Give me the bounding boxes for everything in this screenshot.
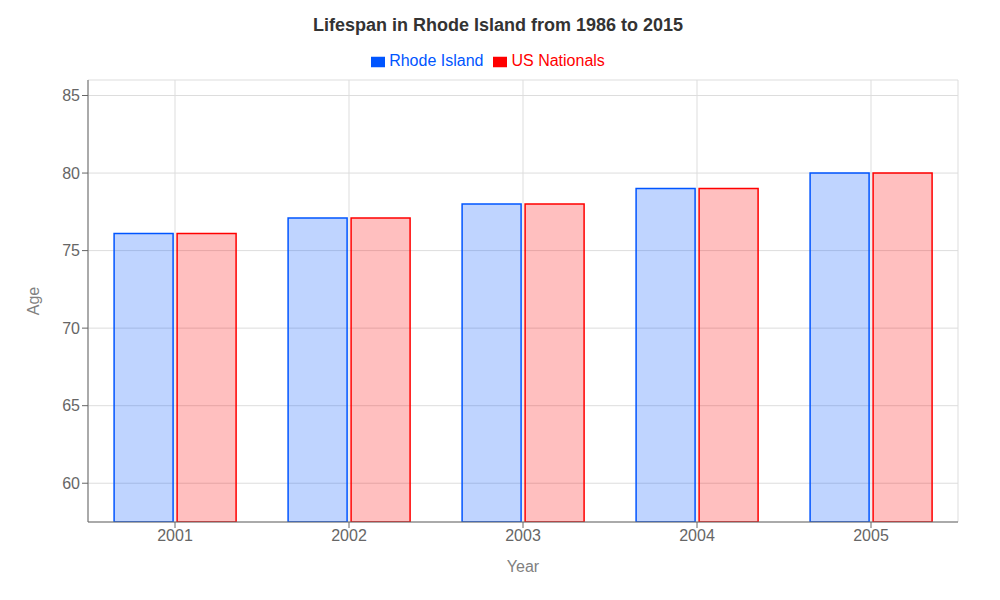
- html-text:Rhode Island: Rhode Island: [389, 52, 484, 69]
- html-text:Lifespan in Rhode Island from: Lifespan in Rhode Island from 1986 to 20…: [312, 15, 683, 35]
- svg-text:60: 60: [62, 475, 80, 492]
- svg-text:2002: 2002: [331, 527, 367, 544]
- html-text:US Nationals: US Nationals: [511, 52, 605, 69]
- svg-text:Year: Year: [507, 558, 540, 575]
- svg-text:65: 65: [62, 397, 80, 414]
- svg-text:85: 85: [62, 87, 80, 104]
- svg-text:2005: 2005: [853, 527, 889, 544]
- svg-text:2003: 2003: [505, 527, 541, 544]
- svg-text:75: 75: [62, 242, 80, 259]
- svg-text:Age: Age: [25, 287, 42, 316]
- svg-text:80: 80: [62, 165, 80, 182]
- svg-text:70: 70: [62, 320, 80, 337]
- svg-text:2001: 2001: [157, 527, 193, 544]
- svg-text:2004: 2004: [679, 527, 715, 544]
